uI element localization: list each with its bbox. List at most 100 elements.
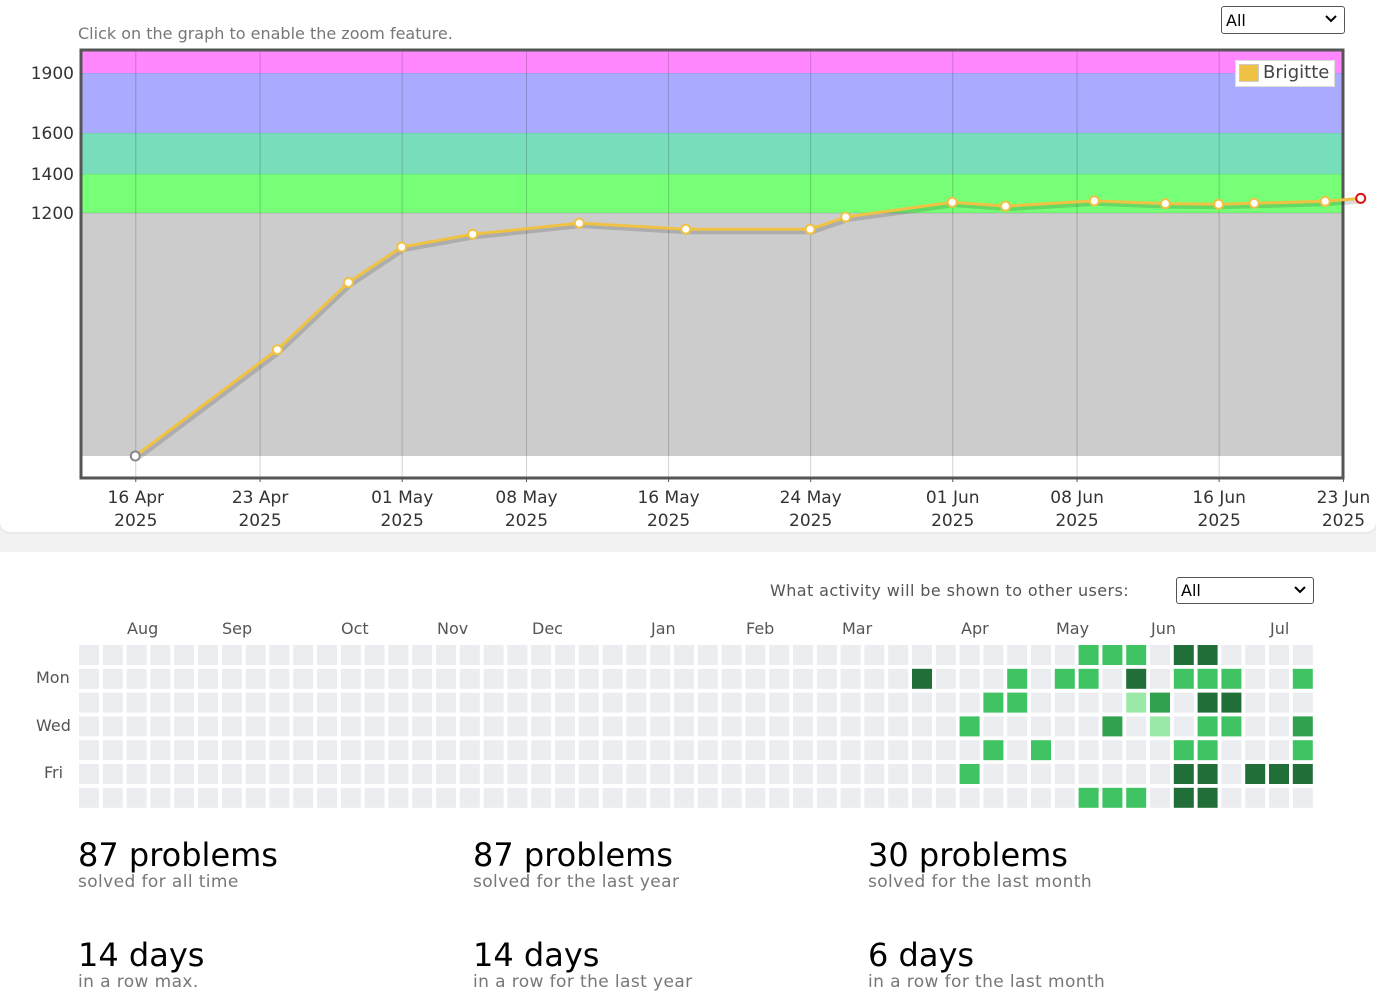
activity-cell[interactable] [1150, 692, 1170, 713]
activity-cell[interactable] [1292, 740, 1313, 761]
activity-cell[interactable] [888, 740, 909, 761]
activity-cell[interactable] [150, 692, 171, 713]
activity-cell[interactable] [983, 692, 1004, 713]
activity-cell[interactable] [816, 787, 837, 808]
activity-cell[interactable] [340, 787, 361, 808]
activity-cell[interactable] [1269, 764, 1289, 784]
activity-cell[interactable] [507, 645, 528, 665]
activity-cell[interactable] [840, 668, 861, 689]
activity-cell[interactable] [198, 645, 218, 665]
activity-cell[interactable] [459, 645, 480, 665]
activity-cell[interactable] [840, 716, 861, 737]
activity-cell[interactable] [555, 787, 575, 808]
activity-cell[interactable] [459, 692, 480, 713]
activity-cell[interactable] [483, 716, 504, 737]
activity-cell[interactable] [483, 764, 504, 784]
activity-cell[interactable] [388, 787, 409, 808]
activity-cell[interactable] [364, 645, 385, 665]
activity-cell[interactable] [364, 668, 385, 689]
activity-cell[interactable] [935, 716, 956, 737]
activity-cell[interactable] [674, 645, 694, 665]
activity-cell[interactable] [793, 764, 813, 784]
rating-point[interactable] [840, 211, 852, 223]
activity-cell[interactable] [1292, 692, 1313, 713]
activity-cell[interactable] [959, 764, 980, 784]
activity-cell[interactable] [1197, 668, 1218, 689]
rating-point[interactable] [1088, 195, 1100, 207]
activity-cell[interactable] [602, 716, 623, 737]
activity-cell[interactable] [221, 787, 242, 808]
activity-cell[interactable] [126, 692, 147, 713]
rating-point[interactable] [1213, 198, 1225, 210]
activity-cell[interactable] [1102, 692, 1123, 713]
activity-cell[interactable] [1007, 645, 1028, 665]
activity-cell[interactable] [1173, 740, 1194, 761]
activity-cell[interactable] [1150, 764, 1170, 784]
activity-cell[interactable] [1221, 787, 1242, 808]
activity-cell[interactable] [1054, 668, 1075, 689]
activity-cell[interactable] [626, 692, 647, 713]
activity-cell[interactable] [1126, 692, 1147, 713]
activity-cell[interactable] [126, 764, 147, 784]
activity-cell[interactable] [1150, 787, 1170, 808]
activity-cell[interactable] [888, 668, 909, 689]
activity-cell[interactable] [1245, 692, 1266, 713]
activity-cell[interactable] [745, 645, 766, 665]
activity-cell[interactable] [150, 716, 171, 737]
activity-cell[interactable] [602, 668, 623, 689]
activity-cell[interactable] [412, 645, 433, 665]
activity-cell[interactable] [1245, 787, 1266, 808]
activity-cell[interactable] [1292, 645, 1313, 665]
activity-cell[interactable] [412, 716, 433, 737]
activity-cell[interactable] [436, 787, 456, 808]
activity-cell[interactable] [959, 668, 980, 689]
activity-cell[interactable] [745, 740, 766, 761]
activity-cell[interactable] [697, 692, 718, 713]
activity-cell[interactable] [602, 764, 623, 784]
activity-cell[interactable] [364, 692, 385, 713]
activity-cell[interactable] [483, 668, 504, 689]
activity-cell[interactable] [102, 740, 123, 761]
activity-cell[interactable] [983, 787, 1004, 808]
activity-cell[interactable] [674, 764, 694, 784]
activity-cell[interactable] [1269, 692, 1289, 713]
activity-cell[interactable] [388, 692, 409, 713]
activity-cell[interactable] [388, 740, 409, 761]
activity-cell[interactable] [221, 645, 242, 665]
activity-cell[interactable] [935, 764, 956, 784]
activity-cell[interactable] [888, 787, 909, 808]
rating-point[interactable] [1000, 200, 1012, 212]
activity-cell[interactable] [174, 787, 195, 808]
activity-cell[interactable] [626, 787, 647, 808]
activity-cell[interactable] [1173, 787, 1194, 808]
activity-cell[interactable] [198, 764, 218, 784]
activity-cell[interactable] [697, 787, 718, 808]
activity-cell[interactable] [626, 645, 647, 665]
activity-cell[interactable] [1102, 740, 1123, 761]
activity-cell[interactable] [269, 645, 290, 665]
activity-cell[interactable] [317, 692, 337, 713]
activity-cell[interactable] [531, 740, 552, 761]
activity-cell[interactable] [959, 787, 980, 808]
activity-cell[interactable] [150, 787, 171, 808]
activity-cell[interactable] [745, 764, 766, 784]
activity-cell[interactable] [1102, 764, 1123, 784]
activity-cell[interactable] [1245, 645, 1266, 665]
activity-cell[interactable] [1173, 716, 1194, 737]
activity-cell[interactable] [1197, 787, 1218, 808]
activity-cell[interactable] [602, 645, 623, 665]
activity-cell[interactable] [293, 645, 314, 665]
rating-point[interactable] [342, 276, 354, 288]
activity-cell[interactable] [1150, 740, 1170, 761]
activity-cell[interactable] [745, 692, 766, 713]
activity-cell[interactable] [364, 787, 385, 808]
activity-cell[interactable] [1269, 645, 1289, 665]
activity-cell[interactable] [412, 692, 433, 713]
activity-cell[interactable] [483, 692, 504, 713]
activity-cell[interactable] [126, 645, 147, 665]
activity-cell[interactable] [1102, 645, 1123, 665]
activity-cell[interactable] [1292, 787, 1313, 808]
activity-cell[interactable] [840, 787, 861, 808]
activity-cell[interactable] [1126, 716, 1147, 737]
activity-cell[interactable] [650, 668, 671, 689]
